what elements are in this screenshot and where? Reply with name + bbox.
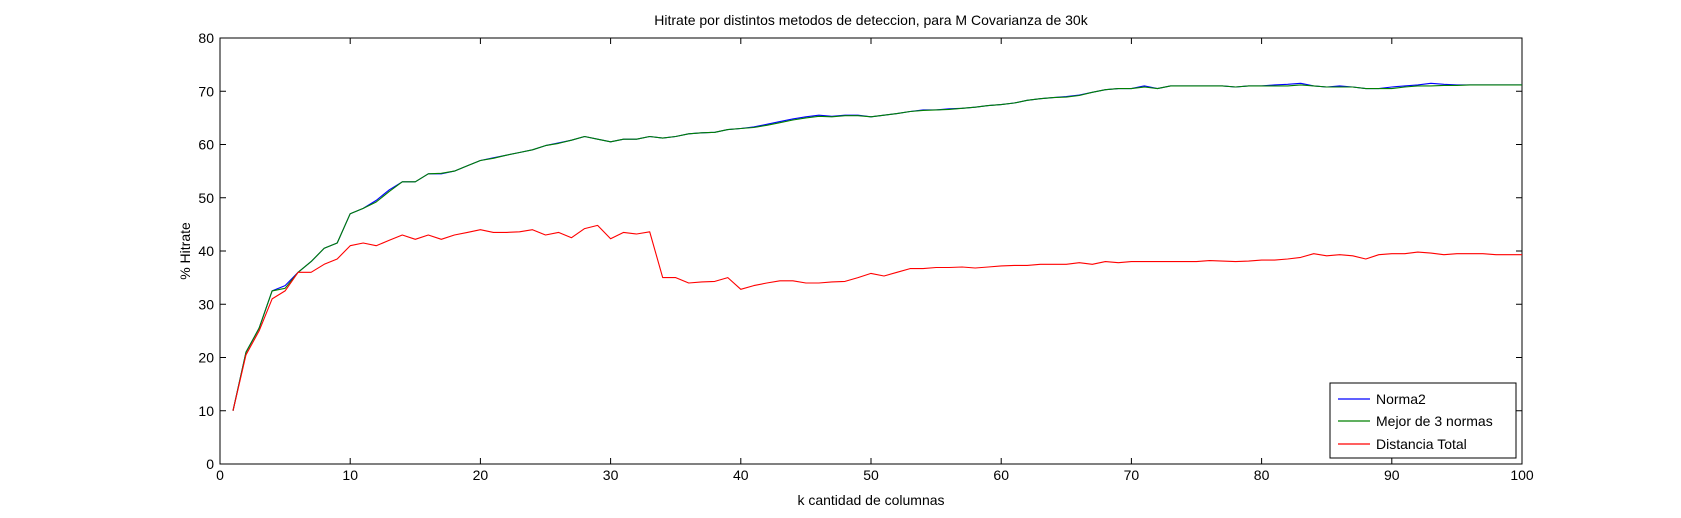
x-tick-label: 60 [993, 467, 1009, 483]
series-lines [232, 82, 1522, 411]
y-tick-label: 40 [198, 243, 214, 259]
y-tick-label: 50 [198, 190, 214, 206]
x-tick-label: 80 [1254, 467, 1270, 483]
x-tick-label: 20 [473, 467, 489, 483]
legend-label-mejor-de-3-normas: Mejor de 3 normas [1376, 413, 1493, 429]
series-line-distancia-total [232, 224, 1522, 411]
x-axis-label: k cantidad de columnas [797, 492, 944, 508]
x-tick-label: 100 [1510, 467, 1534, 483]
plot-frame [219, 37, 1523, 465]
y-tick-label: 70 [198, 83, 214, 99]
legend-label-distancia-total: Distancia Total [1376, 436, 1467, 452]
y-axis-label: % Hitrate [177, 222, 193, 280]
y-tick-label: 80 [198, 30, 214, 46]
series-line-mejor-de-3-normas [232, 84, 1522, 411]
plot-area: 0 10 20 30 40 50 60 70 80 90 100 0 10 20 30 40 50 60 70 80 [198, 30, 1533, 483]
legend: Norma2 Mejor de 3 normas Distancia Total [1329, 382, 1517, 459]
x-tick-label: 90 [1384, 467, 1400, 483]
x-tick-label: 40 [733, 467, 749, 483]
legend-label-norma2: Norma2 [1376, 391, 1426, 407]
y-tick-label: 20 [198, 350, 214, 366]
y-tick-label: 60 [198, 137, 214, 153]
ticks: 0 10 20 30 40 50 60 70 80 90 100 0 10 20 30 40 50 60 70 80 [198, 30, 1533, 483]
x-tick-label: 70 [1124, 467, 1140, 483]
x-tick-label: 30 [603, 467, 619, 483]
y-tick-label: 0 [206, 456, 214, 472]
x-tick-label: 10 [342, 467, 358, 483]
x-tick-label: 0 [216, 467, 224, 483]
y-tick-label: 10 [198, 403, 214, 419]
chart-title: Hitrate por distintos metodos de detecci… [654, 12, 1088, 28]
y-tick-label: 30 [198, 296, 214, 312]
x-tick-label: 50 [863, 467, 879, 483]
